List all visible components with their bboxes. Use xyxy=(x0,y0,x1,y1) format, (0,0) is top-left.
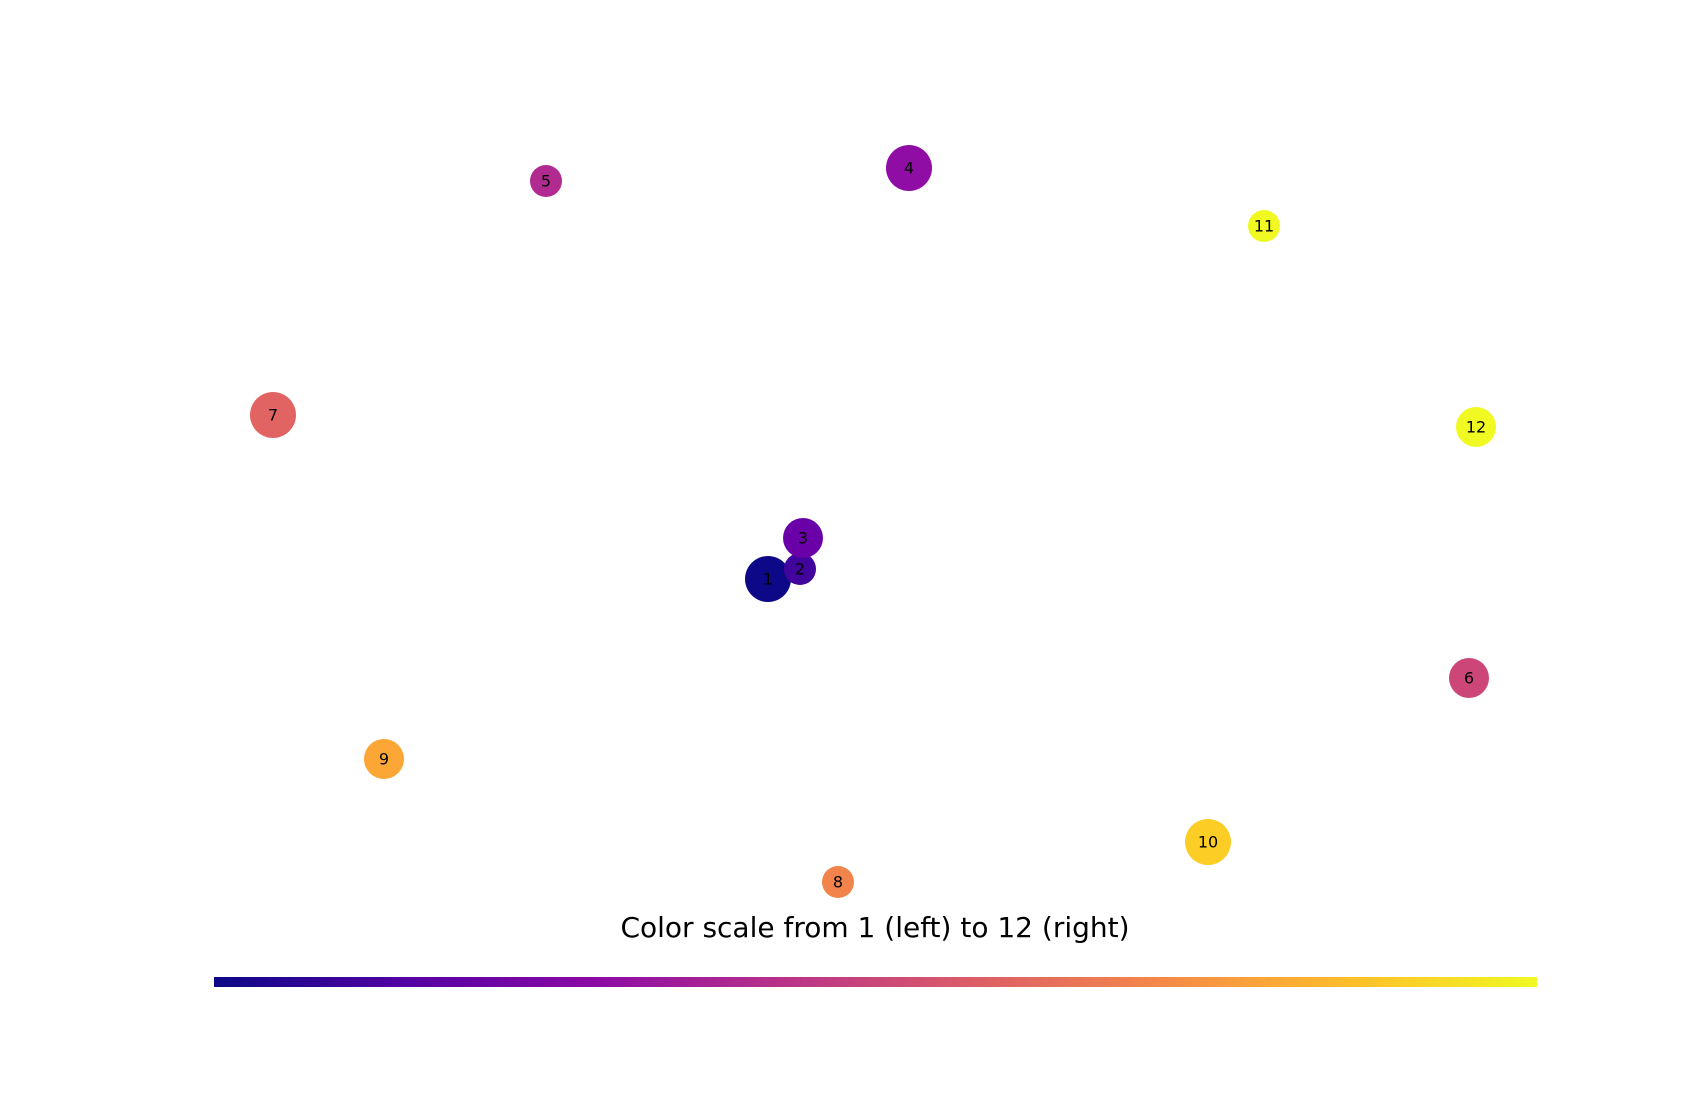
node-10: 10 xyxy=(1185,819,1231,865)
color-scale-caption: Color scale from 1 (left) to 12 (right) xyxy=(620,911,1129,944)
node-label-8: 8 xyxy=(833,873,843,892)
node-circle-9 xyxy=(364,739,404,779)
node-circle-7 xyxy=(250,392,296,438)
node-3: 3 xyxy=(783,518,823,558)
node-circle-3 xyxy=(783,518,823,558)
node-label-2: 2 xyxy=(795,560,805,579)
node-11: 11 xyxy=(1248,210,1280,242)
node-circle-5 xyxy=(530,165,562,197)
node-circle-11 xyxy=(1248,210,1280,242)
node-9: 9 xyxy=(364,739,404,779)
node-circle-4 xyxy=(886,145,932,191)
node-6: 6 xyxy=(1449,658,1489,698)
node-circle-12 xyxy=(1456,407,1496,447)
node-12: 12 xyxy=(1456,407,1496,447)
color-scale-bar xyxy=(214,977,1537,987)
node-label-10: 10 xyxy=(1198,833,1218,852)
node-label-11: 11 xyxy=(1254,217,1274,236)
node-7: 7 xyxy=(250,392,296,438)
node-1: 1 xyxy=(745,556,791,602)
node-circle-6 xyxy=(1449,658,1489,698)
node-circle-10 xyxy=(1185,819,1231,865)
node-label-1: 1 xyxy=(763,570,773,589)
node-circle-2 xyxy=(784,553,816,585)
node-circle-8 xyxy=(822,866,854,898)
node-label-9: 9 xyxy=(379,750,389,769)
node-8: 8 xyxy=(822,866,854,898)
node-label-6: 6 xyxy=(1464,669,1474,688)
node-label-7: 7 xyxy=(268,406,278,425)
node-label-5: 5 xyxy=(541,172,551,191)
node-label-12: 12 xyxy=(1466,418,1486,437)
node-4: 4 xyxy=(886,145,932,191)
node-circle-1 xyxy=(745,556,791,602)
node-label-4: 4 xyxy=(904,159,914,178)
node-label-3: 3 xyxy=(798,529,808,548)
node-2: 2 xyxy=(784,553,816,585)
node-5: 5 xyxy=(530,165,562,197)
